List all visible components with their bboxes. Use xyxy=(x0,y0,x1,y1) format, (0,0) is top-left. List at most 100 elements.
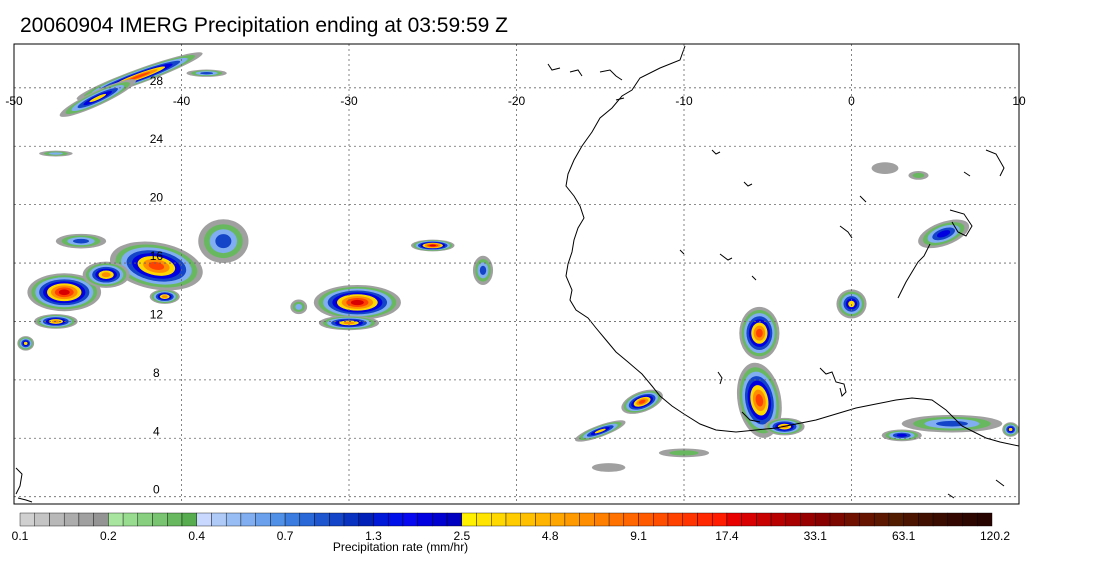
colorbar-swatch xyxy=(461,512,477,527)
colorbar-tick-labels: 0.1 0.2 0.4 0.7 1.3 2.5 4.8 9.1 17.4 33.1 63.1 120.… xyxy=(12,529,1011,543)
precip-cell xyxy=(881,429,922,442)
precip-contour xyxy=(638,399,646,404)
precip-contour xyxy=(896,433,907,437)
precip-contour xyxy=(848,300,855,308)
colorbar-swatch xyxy=(667,512,683,527)
precip-contour xyxy=(73,238,89,244)
latitude-label: 28 xyxy=(150,74,164,88)
precip-cell xyxy=(658,448,710,458)
precip-contour xyxy=(937,230,951,238)
colorbar-swatch xyxy=(402,512,418,527)
precip-cell xyxy=(318,315,380,331)
map-frame xyxy=(13,43,1020,505)
precip-cell xyxy=(186,69,227,77)
precip-cell xyxy=(17,336,35,351)
colorbar-swatch xyxy=(653,512,669,527)
colorbar-tick-label: 33.1 xyxy=(804,529,828,543)
colorbar-swatch xyxy=(225,512,242,527)
precip-contour xyxy=(343,321,355,325)
latitude-label: 0 xyxy=(153,483,160,497)
precip-cell xyxy=(110,241,203,291)
colorbar-swatch xyxy=(903,512,919,527)
colorbar-swatch xyxy=(608,512,625,527)
colorbar-swatch xyxy=(947,512,963,527)
precip-contour xyxy=(48,152,63,155)
longitude-label: -20 xyxy=(508,94,526,108)
colorbar-swatch xyxy=(829,512,845,527)
precip-cell xyxy=(574,420,626,442)
colorbar-swatch xyxy=(314,512,330,527)
colorbar-swatch xyxy=(255,512,271,527)
precip-contour xyxy=(756,328,763,338)
precip-contour xyxy=(871,162,899,174)
precip-cell xyxy=(591,463,626,472)
colorbar-swatch xyxy=(697,512,713,527)
precip-cell xyxy=(901,414,1003,433)
colorbar-swatch xyxy=(476,512,492,527)
precip-contour xyxy=(912,172,925,178)
colorbar-swatch xyxy=(19,512,35,527)
colorbar-swatch xyxy=(638,512,654,527)
colorbar-swatch xyxy=(859,512,875,527)
colorbar-swatch xyxy=(756,512,772,527)
precip-cell xyxy=(836,289,867,319)
colorbar-swatch xyxy=(49,512,65,527)
longitude-label: 10 xyxy=(1012,94,1026,108)
precip-cell xyxy=(410,239,455,252)
latitude-label: 20 xyxy=(150,191,164,205)
precip-cell xyxy=(621,389,663,414)
latitude-label: 12 xyxy=(150,307,164,321)
colorbar-swatch xyxy=(196,512,212,527)
colorbar-swatch xyxy=(873,512,890,527)
colorbar-tick-label: 0.2 xyxy=(100,529,117,543)
latitude-label: 4 xyxy=(153,424,160,438)
colorbar-swatch xyxy=(741,512,757,527)
colorbar-tick-label: 1.3 xyxy=(365,529,382,543)
precip-cell xyxy=(55,233,107,249)
precip-contour xyxy=(669,450,699,456)
longitude-label: 0 xyxy=(848,94,855,108)
precip-contour xyxy=(23,341,28,345)
colorbar-tick-label: 63.1 xyxy=(892,529,916,543)
colorbar-swatch xyxy=(977,512,993,527)
precip-cell xyxy=(290,299,308,315)
colorbar-swatch xyxy=(108,512,124,527)
latitude-label: 8 xyxy=(153,366,160,380)
precip-contour xyxy=(594,428,606,434)
precip-contour xyxy=(755,394,764,407)
colorbar-swatch xyxy=(329,512,345,527)
colorbar-swatch xyxy=(167,512,183,527)
precip-contour xyxy=(1008,427,1013,432)
colorbar-tick-label: 9.1 xyxy=(630,529,647,543)
colorbar-swatch xyxy=(491,512,507,527)
colorbar-swatch xyxy=(682,512,698,527)
colorbar-swatch xyxy=(579,512,595,527)
precip-contour xyxy=(936,420,968,427)
map-title: 20060904 IMERG Precipitation ending at 0… xyxy=(20,14,508,37)
colorbar-swatch xyxy=(240,512,256,527)
precip-contour xyxy=(429,244,436,247)
colorbar-swatch xyxy=(564,512,580,527)
precip-contour xyxy=(350,299,364,306)
longitude-label: -40 xyxy=(173,94,191,108)
precipitation-layer xyxy=(17,52,1019,472)
longitude-labels: -50 -40 -30 -20 -10 0 10 xyxy=(5,94,1026,108)
colorbar-swatch xyxy=(535,512,551,527)
colorbar-swatch xyxy=(800,512,816,527)
colorbar-swatch xyxy=(446,512,463,527)
colorbar-swatch xyxy=(432,512,448,527)
colorbar-swatch xyxy=(888,512,904,527)
precip-cell xyxy=(1002,422,1019,437)
colorbar-swatch xyxy=(594,512,610,527)
precip-cell xyxy=(908,171,929,180)
precip-cell xyxy=(27,273,102,312)
colorbar-swatch xyxy=(122,512,139,527)
colorbar-swatch xyxy=(387,512,404,527)
colorbar-swatch xyxy=(343,512,359,527)
colorbar-swatch xyxy=(181,512,197,527)
colorbar-swatch xyxy=(137,512,153,527)
precip-cell xyxy=(59,79,136,117)
colorbar-swatch xyxy=(711,512,728,527)
colorbar-swatch xyxy=(520,512,536,527)
